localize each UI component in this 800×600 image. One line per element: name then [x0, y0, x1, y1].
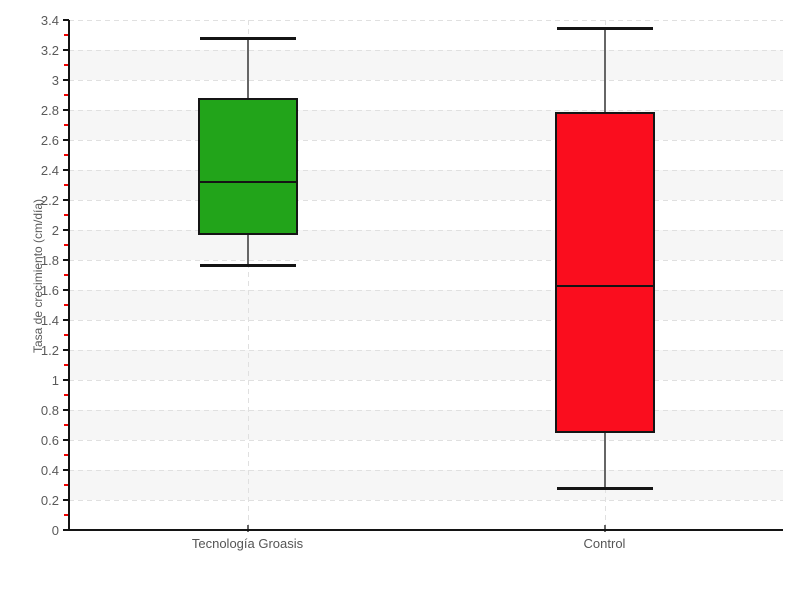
grid-band	[69, 50, 783, 80]
y-axis-title: Tasa de crecimiento (cm/día)	[31, 199, 45, 354]
y-major-tick	[63, 259, 69, 261]
h-gridline	[69, 410, 783, 411]
h-gridline	[69, 230, 783, 231]
y-major-tick	[63, 439, 69, 441]
y-major-tick	[63, 529, 69, 531]
h-gridline	[69, 500, 783, 501]
h-gridline	[69, 380, 783, 381]
y-minor-tick	[64, 154, 68, 156]
y-major-tick	[63, 469, 69, 471]
y-tick-label: 0.6	[40, 433, 59, 448]
h-gridline	[69, 50, 783, 51]
category-label: Control	[583, 536, 626, 551]
boxplot-box	[554, 111, 655, 433]
h-gridline	[69, 320, 783, 321]
y-major-tick	[63, 49, 69, 51]
y-tick-label: 2.4	[40, 163, 59, 178]
category-tick	[603, 525, 606, 532]
y-major-tick	[63, 79, 69, 81]
y-tick-label: 1.6	[40, 283, 59, 298]
grid-band	[69, 410, 783, 440]
h-gridline	[69, 290, 783, 291]
grid-band	[69, 350, 783, 380]
y-major-tick	[63, 379, 69, 381]
y-minor-tick	[64, 274, 68, 276]
whisker-line	[603, 432, 606, 488]
y-major-tick	[63, 499, 69, 501]
y-minor-tick	[64, 394, 68, 396]
median-line	[199, 181, 296, 183]
whisker-line	[246, 234, 249, 265]
category-label: Tecnología Groasis	[191, 536, 304, 551]
y-tick-label: 0.4	[40, 463, 59, 478]
grid-band	[69, 170, 783, 200]
h-gridline	[69, 350, 783, 351]
whisker-cap	[556, 487, 653, 490]
whisker-line	[603, 27, 606, 112]
y-major-tick	[63, 229, 69, 231]
y-major-tick	[63, 139, 69, 141]
h-gridline	[69, 110, 783, 111]
category-tick	[246, 525, 249, 532]
y-tick-label: 2.2	[40, 193, 59, 208]
y-tick-label: 1.8	[40, 253, 59, 268]
y-tick-label: 2	[51, 223, 59, 238]
grid-band	[69, 290, 783, 320]
grid-band	[69, 110, 783, 140]
x-axis-line	[68, 529, 783, 531]
y-minor-tick	[64, 184, 68, 186]
y-major-tick	[63, 109, 69, 111]
y-minor-tick	[64, 124, 68, 126]
y-axis-line	[68, 20, 70, 531]
grid-band	[69, 470, 783, 500]
y-minor-tick	[64, 94, 68, 96]
h-gridline	[69, 260, 783, 261]
y-minor-tick	[64, 34, 68, 36]
y-tick-label: 3	[51, 73, 59, 88]
h-gridline	[69, 470, 783, 471]
y-minor-tick	[64, 304, 68, 306]
y-minor-tick	[64, 454, 68, 456]
y-tick-label: 3.2	[40, 43, 59, 58]
y-major-tick	[63, 319, 69, 321]
boxplot-box	[197, 98, 298, 235]
h-gridline	[69, 20, 783, 21]
y-major-tick	[63, 169, 69, 171]
whisker-line	[246, 38, 249, 98]
y-minor-tick	[64, 244, 68, 246]
whisker-cap	[199, 263, 296, 267]
y-major-tick	[63, 289, 69, 291]
y-minor-tick	[64, 424, 68, 426]
y-major-tick	[63, 199, 69, 201]
v-gridline	[247, 20, 249, 530]
y-tick-label: 0.2	[40, 493, 59, 508]
h-gridline	[69, 170, 783, 171]
whisker-cap	[556, 26, 653, 30]
y-minor-tick	[64, 364, 68, 366]
y-minor-tick	[64, 334, 68, 336]
y-tick-label: 1.2	[40, 343, 59, 358]
y-tick-label: 0.8	[40, 403, 59, 418]
y-major-tick	[63, 19, 69, 21]
h-gridline	[69, 200, 783, 201]
whisker-cap	[199, 37, 296, 40]
y-major-tick	[63, 349, 69, 351]
y-tick-label: 0	[51, 523, 59, 538]
median-line	[556, 284, 653, 287]
y-tick-label: 1	[51, 373, 59, 388]
y-tick-label: 1.4	[40, 313, 59, 328]
h-gridline	[69, 440, 783, 441]
h-gridline	[69, 140, 783, 141]
y-minor-tick	[64, 214, 68, 216]
y-tick-label: 2.6	[40, 133, 59, 148]
y-tick-label: 3.4	[40, 13, 59, 28]
y-minor-tick	[64, 484, 68, 486]
y-major-tick	[63, 409, 69, 411]
h-gridline	[69, 80, 783, 81]
y-tick-label: 2.8	[40, 103, 59, 118]
grid-band	[69, 230, 783, 260]
y-minor-tick	[64, 64, 68, 66]
y-minor-tick	[64, 514, 68, 516]
